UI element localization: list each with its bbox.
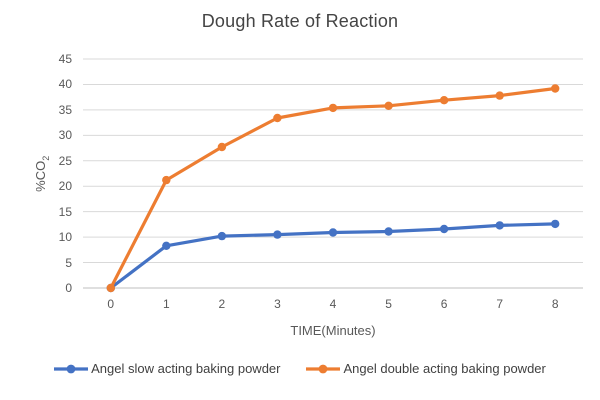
legend-item-double-acting: Angel double acting baking powder [306, 361, 546, 376]
series-slow-acting [106, 219, 560, 293]
data-point-marker [328, 228, 338, 237]
y-axis-title-subscript: 2 [40, 155, 51, 161]
data-point-marker [384, 101, 393, 111]
y-tick-label: 45 [58, 52, 72, 66]
data-point-marker [551, 84, 560, 93]
y-axis-title: %CO2 [33, 152, 51, 196]
legend-item-slow-acting: Angel slow acting baking powder [54, 361, 280, 376]
data-point-marker [217, 142, 227, 152]
x-tick-label: 6 [440, 297, 448, 311]
chart-title: Dough Rate of Reaction [201, 11, 399, 31]
gridlines [83, 58, 583, 289]
data-point-marker [106, 283, 116, 293]
data-point-marker [551, 219, 560, 229]
x-tick-label: 7 [496, 297, 503, 311]
data-point-marker [273, 113, 282, 123]
legend-label: Angel slow acting baking powder [91, 361, 281, 376]
y-tick-label: 10 [58, 230, 72, 245]
data-point-marker [384, 227, 393, 236]
data-point-marker [217, 231, 227, 241]
x-tick-label: 5 [385, 297, 392, 311]
chart-legend: Angel slow acting baking powder Angel dou… [0, 361, 600, 376]
data-point-marker [495, 91, 504, 100]
data-point-marker [162, 175, 171, 185]
legend-label: Angel double acting baking powder [343, 361, 546, 376]
data-point-marker [162, 241, 171, 250]
y-tick-label: 30 [58, 128, 72, 143]
y-tick-label: 5 [65, 255, 72, 270]
x-tick-label: 3 [274, 297, 281, 311]
data-point-marker [273, 230, 282, 239]
x-axis-title: TIME(Minutes) [290, 323, 376, 338]
y-tick-label: 15 [58, 204, 72, 219]
x-tick-label: 2 [218, 297, 226, 311]
y-tick-label: 25 [58, 153, 72, 168]
x-tick-label: 0 [107, 297, 115, 311]
y-tick-label: 40 [58, 77, 72, 92]
x-tick-label: 8 [551, 297, 559, 311]
y-tick-label: 35 [58, 102, 72, 117]
y-tick-label: 0 [65, 281, 72, 295]
legend-marker-icon [306, 364, 341, 373]
y-tick-label: 20 [58, 179, 72, 194]
series-double-acting [106, 84, 560, 293]
data-point-marker [495, 221, 504, 230]
y-axis-title-text: %CO [33, 160, 49, 192]
data-point-marker [328, 103, 338, 113]
data-point-marker [439, 224, 449, 234]
x-tick-label: 4 [329, 297, 337, 311]
data-point-marker [439, 96, 449, 105]
legend-marker-icon [54, 364, 89, 373]
x-tick-label: 1 [162, 297, 170, 311]
